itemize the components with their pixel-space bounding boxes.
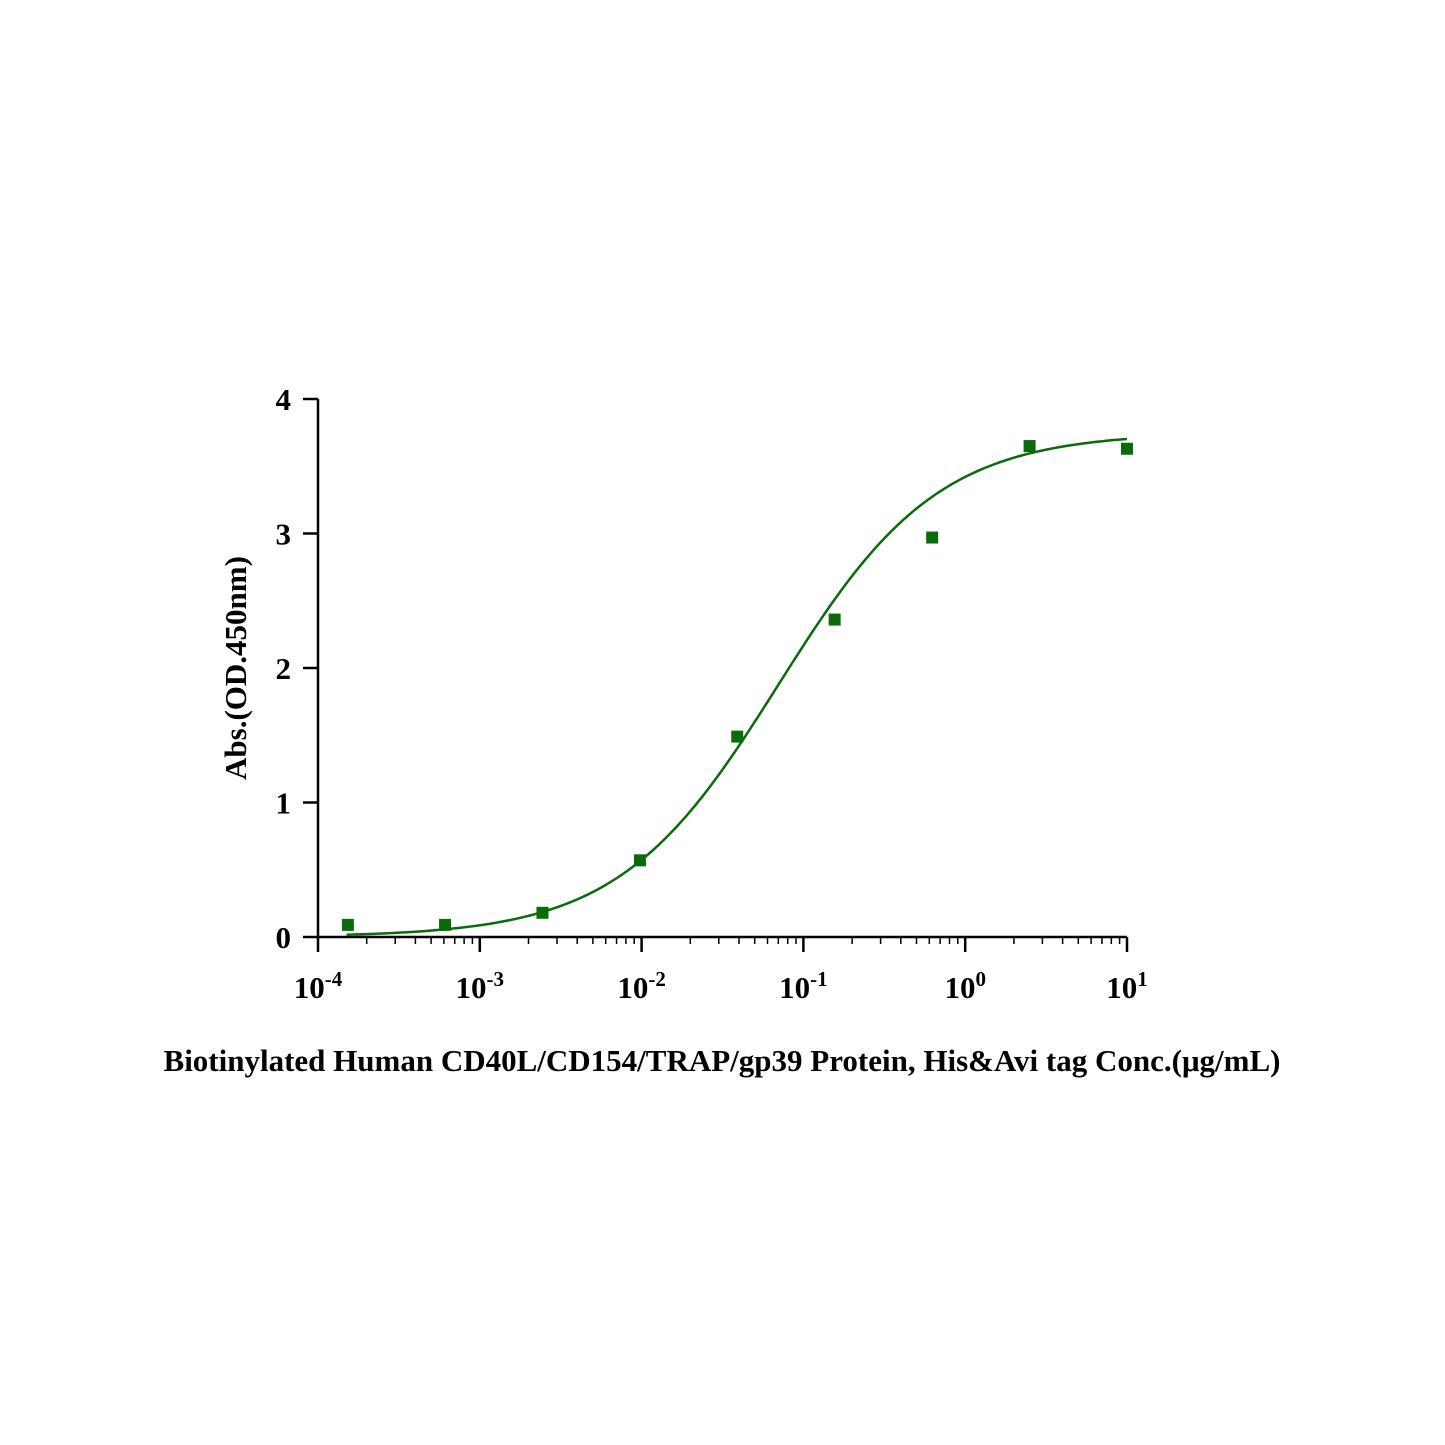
x-tick-label: 101	[1106, 967, 1148, 1005]
x-tick-label: 10-4	[294, 967, 343, 1005]
y-tick-label: 0	[276, 920, 292, 955]
data-point	[1023, 440, 1036, 453]
x-axis-ticks: 10-4 10-3 10-2 10-1 100 101	[294, 937, 1148, 1005]
data-point	[926, 531, 939, 544]
x-tick-label: 100	[944, 967, 986, 1005]
y-tick-label: 3	[276, 517, 292, 552]
data-point	[731, 730, 744, 743]
data-point	[341, 918, 354, 931]
x-tick-label: 10-3	[456, 967, 505, 1005]
y-tick-label: 4	[276, 382, 292, 417]
data-points	[341, 440, 1133, 931]
axes	[316, 399, 1127, 939]
data-point	[439, 918, 452, 931]
data-point	[633, 854, 646, 867]
fit-curve	[346, 437, 1128, 936]
y-tick-label: 1	[276, 786, 292, 821]
data-point	[1121, 442, 1133, 455]
y-axis-ticks: 0 1 2 3 4	[276, 382, 318, 955]
x-tick-label: 10-2	[617, 967, 666, 1005]
x-axis-label: Biotinylated Human CD40L/CD154/TRAP/gp39…	[164, 1043, 1281, 1078]
y-tick-label: 2	[276, 651, 292, 686]
data-point	[536, 906, 549, 919]
data-point	[828, 613, 841, 626]
y-axis-label: Abs.(OD.450nm)	[218, 556, 253, 780]
x-tick-label: 10-1	[779, 967, 828, 1005]
